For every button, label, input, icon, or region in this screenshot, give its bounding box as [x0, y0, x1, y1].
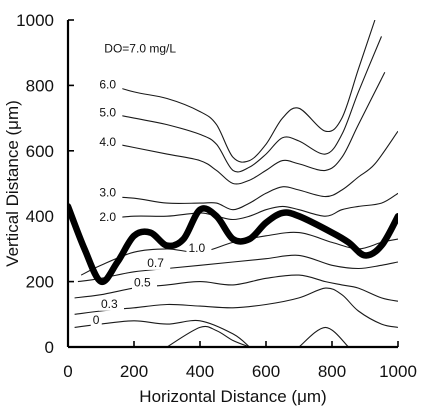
- do-annotation: DO=7.0 mg/L: [104, 42, 176, 56]
- boundary-curve: [68, 203, 398, 285]
- y-tick-label: 600: [26, 142, 54, 161]
- contour-label-bg: [186, 242, 212, 256]
- contour-label-bg: [132, 276, 157, 290]
- contour-label-3-0: 3.0: [99, 186, 116, 200]
- x-tick-label: 0: [63, 362, 72, 381]
- y-tick-label: 800: [26, 76, 54, 95]
- contour-label-0: 0: [93, 313, 100, 327]
- contour-label-0-5: 0.5: [134, 276, 151, 290]
- contour-line-0-5: [74, 274, 398, 302]
- x-tick-label: 400: [186, 362, 214, 381]
- contour-line-unlabeled-11: [298, 326, 349, 347]
- contour-label-bg: [145, 256, 171, 270]
- contour-label-0-3: 0.3: [101, 297, 118, 311]
- contour-line-0-7: [77, 254, 398, 283]
- contour-label-4-0: 4.0: [99, 135, 116, 149]
- contour-line-6-0: [100, 20, 376, 163]
- contour-label-bg: [97, 135, 123, 149]
- contour-label-0-7: 0.7: [147, 256, 164, 270]
- contour-line-5-0: [100, 36, 383, 173]
- y-tick-label: 1000: [16, 11, 54, 30]
- contour-label-bg: [90, 314, 102, 328]
- contour-label-bg: [97, 186, 123, 200]
- contour-label-bg: [97, 211, 123, 225]
- contour-label-bg: [97, 106, 123, 120]
- x-tick-label: 800: [318, 362, 346, 381]
- x-tick-label: 1000: [379, 362, 417, 381]
- contour-label-2-0: 2.0: [99, 210, 116, 224]
- y-tick-label: 200: [26, 273, 54, 292]
- contour-label-1-0: 1.0: [188, 241, 205, 255]
- contour-label-bg: [99, 297, 124, 311]
- y-axis-label: Vertical Distance (μm): [3, 100, 22, 267]
- contour-lines: [68, 20, 398, 347]
- contour-line-4-0: [100, 72, 386, 185]
- contour-line-2-0: [100, 192, 398, 221]
- contour-line-unlabeled-10: [166, 325, 250, 347]
- plot-area: 6.05.04.03.02.01.00.70.50.300 200 400 600 80…: [16, 11, 417, 381]
- contour-label-bg: [97, 78, 123, 92]
- y-tick-label: 0: [45, 338, 54, 357]
- axes: 0 200 400 600 800 1000 0 200 400 600 800 1000: [16, 11, 417, 381]
- x-axis-label: Horizontal Distance (μm): [139, 387, 326, 406]
- x-tick-label: 200: [120, 362, 148, 381]
- contour-line-0-3: [74, 287, 398, 328]
- y-tick-label: 400: [26, 207, 54, 226]
- contour-line-3-0: [100, 130, 398, 211]
- x-tick-label: 600: [252, 362, 280, 381]
- contour-label-5-0: 5.0: [99, 105, 116, 119]
- contour-label-6-0: 6.0: [99, 78, 116, 92]
